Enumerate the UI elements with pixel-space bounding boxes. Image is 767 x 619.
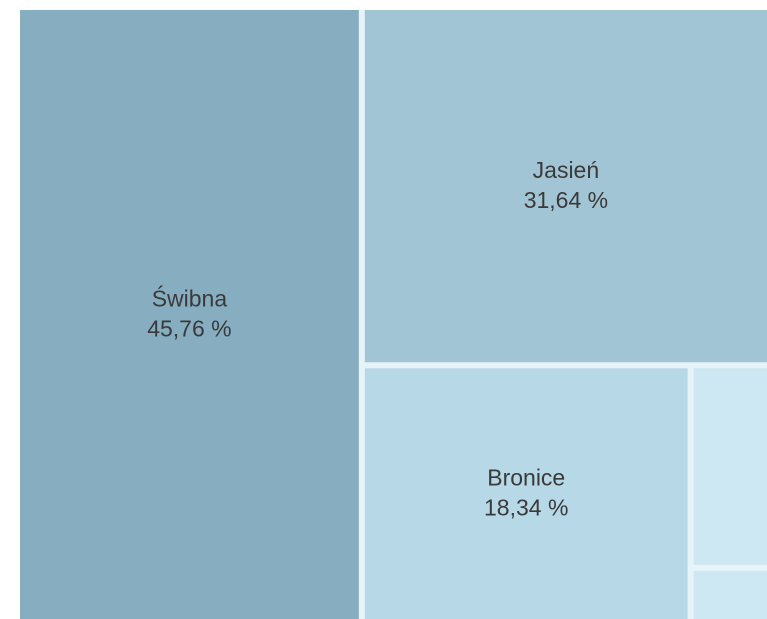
treemap-tile (364, 10, 767, 363)
treemap-tile (693, 570, 767, 619)
tile-value: 18,34 % (484, 495, 568, 521)
tile-label: Bronice (487, 465, 565, 491)
tile-value: 31,64 % (524, 187, 608, 213)
tile-value: 45,76 % (147, 316, 231, 342)
tile-label: Świbna (152, 285, 228, 312)
treemap-tile (364, 368, 688, 619)
treemap-tile (693, 368, 767, 565)
tile-label: Jasień (533, 157, 599, 183)
treemap-tile (20, 10, 359, 619)
